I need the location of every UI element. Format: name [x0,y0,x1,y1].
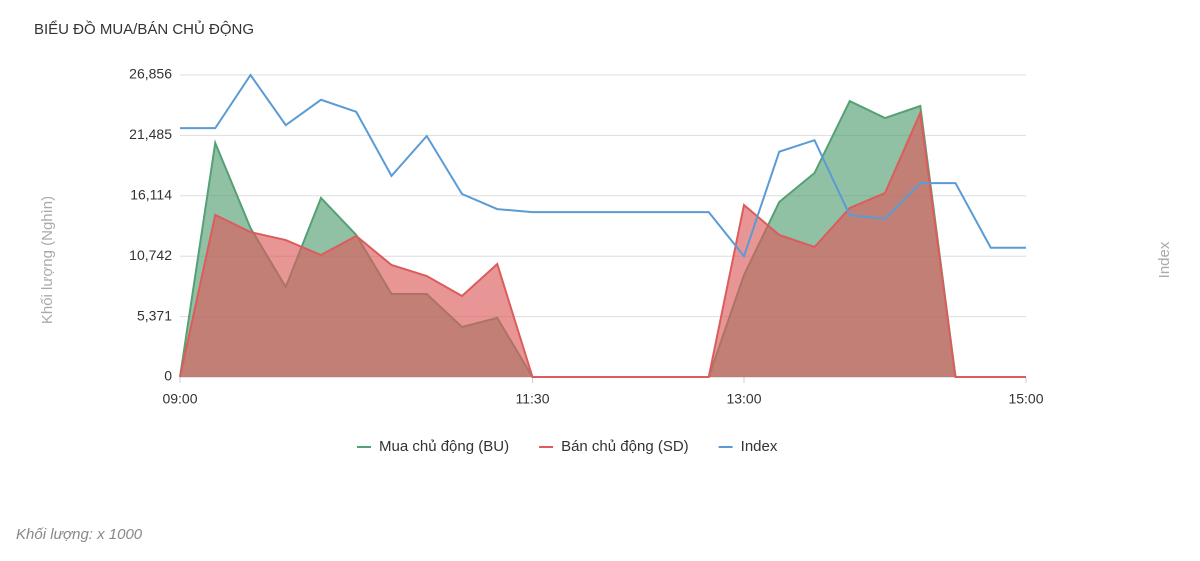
x-tick-label: 11:30 [516,391,550,407]
series-line [180,73,1026,259]
area [180,112,1026,378]
legend-label: Bán chủ động (SD) [561,438,689,455]
x-tick-label: 13:00 [726,391,761,407]
legend-label: Mua chủ động (BU) [379,438,509,455]
x-tick-label: 09:00 [162,391,197,407]
y-tick-label: 5,371 [137,307,172,323]
series-line [179,109,1026,378]
x-tick-label: 15:00 [1008,391,1043,407]
y-tick-label: 0 [164,368,172,384]
y-tick-label: 21,485 [129,126,172,142]
legend-label: Index [741,438,778,455]
chart-title: BIỂU ĐỒ MUA/BÁN CHỦ ĐỘNG [34,20,254,38]
note: Khối lượng: x 1000 [16,526,143,543]
y-tick-label: 10,742 [129,247,172,263]
y-axis-label: Khối lượng (Nghìn) [39,196,56,324]
y-tick-label: 16,114 [130,186,172,202]
y-tick-label: 26,856 [129,66,172,82]
y2-axis-label: Index [1156,241,1173,278]
